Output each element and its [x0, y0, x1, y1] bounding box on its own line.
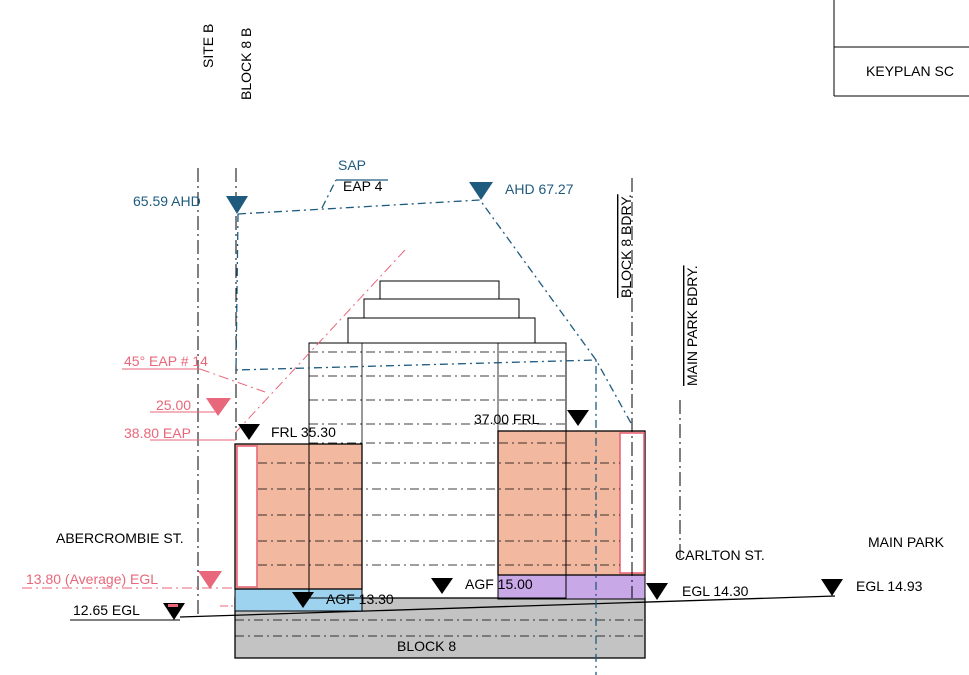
egl-left-marker	[163, 603, 185, 620]
agf-right-fill	[497, 574, 646, 600]
frl-left-marker	[238, 424, 260, 440]
frl-right-marker	[567, 410, 589, 426]
agf-left-marker	[292, 592, 314, 608]
agf-mid-marker	[431, 578, 453, 594]
block-8-bdry-label: BLOCK 8 BDRY.	[618, 194, 634, 298]
eap-38-label: 38.80 EAP	[124, 425, 191, 441]
avg-egl-marker	[198, 571, 222, 589]
egl-1493-marker	[821, 579, 843, 596]
site-b-label: SITE B	[200, 24, 216, 68]
boundary-lines	[197, 168, 681, 618]
agf-right-label: AGF 15.00	[465, 576, 533, 592]
pink-planes	[22, 249, 406, 589]
ground-line	[179, 595, 836, 618]
ahd-left-label: 65.59 AHD	[133, 193, 201, 209]
eap14-label: 45° EAP # 14	[124, 353, 208, 369]
frl-right-label: 37.00 FRL	[474, 411, 540, 427]
block-8-label: BLOCK 8	[397, 638, 456, 654]
crown-step-2	[363, 298, 520, 319]
blue-labels: 65.59 AHD AHD 67.27 SAP	[133, 157, 574, 209]
vertical-labels: SITE B BLOCK 8 B BLOCK 8 BDRY. MAIN PARK…	[200, 24, 700, 386]
block-8-top-label: BLOCK 8 B	[238, 28, 254, 100]
podium-left-edge	[236, 445, 258, 588]
main-park-bdry-label: MAIN PARK BDRY.	[684, 265, 700, 386]
abercrombie-label: ABERCROMBIE ST.	[56, 530, 184, 546]
agf-left-label: AGF 13.30	[326, 591, 394, 607]
crown-step-3	[379, 280, 500, 300]
carlton-label: CARLTON ST.	[675, 547, 765, 563]
egl-1430-marker	[646, 583, 668, 600]
ahd-right-label: AHD 67.27	[505, 181, 574, 197]
frl-left-label: FRL 35.30	[271, 424, 336, 440]
egl-1493-label: EGL 14.93	[856, 578, 923, 594]
pink-labels: 45° EAP # 14 25.00 38.80 EAP 13.80 (Aver…	[26, 353, 208, 587]
building	[234, 280, 646, 612]
black-labels: FRL 35.30 37.00 FRL ABERCROMBIE ST. CARL…	[56, 411, 945, 654]
sap-label: SAP	[338, 157, 366, 173]
egl-left-label: 12.65 EGL	[73, 602, 140, 618]
avg-egl-label: 13.80 (Average) EGL	[26, 571, 158, 587]
keyplan-box: KEYPLAN SC	[833, 0, 969, 97]
keyplan-label: KEYPLAN SC	[866, 63, 954, 79]
level-markers	[163, 182, 843, 620]
main-park-label: MAIN PARK	[868, 534, 945, 550]
eap-25-label: 25.00	[156, 397, 191, 413]
ahd-right-marker	[469, 182, 493, 200]
sap-lines	[235, 179, 633, 675]
eap4-label: EAP 4	[343, 178, 383, 194]
ahd-left-marker	[226, 196, 248, 214]
eap-marker	[206, 398, 231, 416]
egl-1430-label: EGL 14.30	[682, 583, 749, 599]
crown-step-1	[347, 317, 536, 344]
